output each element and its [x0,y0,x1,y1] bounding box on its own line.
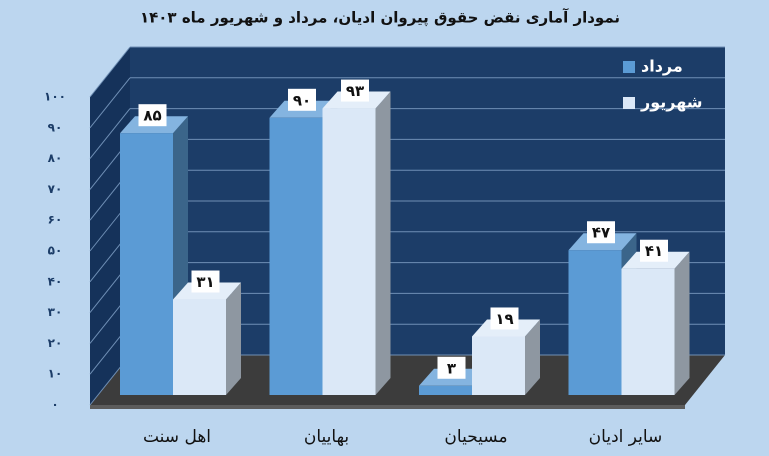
grid-line-side [89,77,131,129]
bar [472,319,540,395]
legend-label: شهریور [640,93,703,112]
y-tick-label: ۴۰ [48,274,63,288]
x-tick-label: مسیحیان [444,427,507,447]
value-label: ۱۹ [495,310,513,328]
legend-label: مرداد [641,57,683,76]
value-label: ۸۵ [143,107,161,125]
value-label: ۹۰ [293,91,311,109]
floor [90,355,725,405]
value-label: ۴۱ [645,242,663,260]
value-label-box [288,88,316,111]
bar-side [674,251,690,395]
y-tick-label: ۳۰ [48,305,63,319]
y-tick-label: ۷۰ [48,182,63,196]
bar-front [472,336,525,395]
legend-swatch [623,97,635,109]
bar-side [226,282,241,395]
floor-edge [90,405,685,409]
grid-line-side [89,46,131,98]
bar [322,91,391,395]
value-label-box [191,270,220,293]
value-label-box [341,79,369,102]
bar-front [419,385,472,395]
legend-swatch [623,61,635,73]
value-label-box [640,239,668,262]
value-label-box [138,104,167,127]
bar-side [525,319,540,395]
bar-front [173,299,226,395]
y-tick-label: ۱۰ [48,367,63,381]
value-label-box [437,356,466,379]
grid-line-side [89,108,131,159]
value-label: ۳۱ [196,273,214,291]
bar-front [621,268,675,395]
bar [173,282,241,395]
x-tick-label: اهل سنت [143,427,211,447]
bar [120,116,188,395]
bar-front [568,250,622,395]
bar-front [269,117,323,396]
y-tick-label: ۵۰ [48,244,63,258]
bar-front [120,133,173,395]
y-tick-label: ۲۰ [48,336,63,350]
value-label-box [587,221,615,244]
bar-side [375,91,391,395]
y-tick-label: ۱۰۰ [44,90,66,104]
x-tick-label: سایر ادیان [589,427,663,447]
value-label: ۴۷ [592,224,610,242]
value-label: ۳ [447,359,456,377]
bar [621,251,690,395]
bar-front [322,108,376,395]
value-label: ۹۳ [346,82,364,100]
y-tick-label: ۰ [51,398,58,412]
y-tick-label: ۸۰ [48,151,63,165]
x-tick-label: بهاییان [304,427,349,447]
y-tick-label: ۹۰ [48,120,63,134]
chart-title: نمودار آماری نقض حقوق پیروان ادیان، مردا… [140,9,620,28]
value-label-box [490,307,519,330]
y-tick-label: ۶۰ [48,213,63,227]
